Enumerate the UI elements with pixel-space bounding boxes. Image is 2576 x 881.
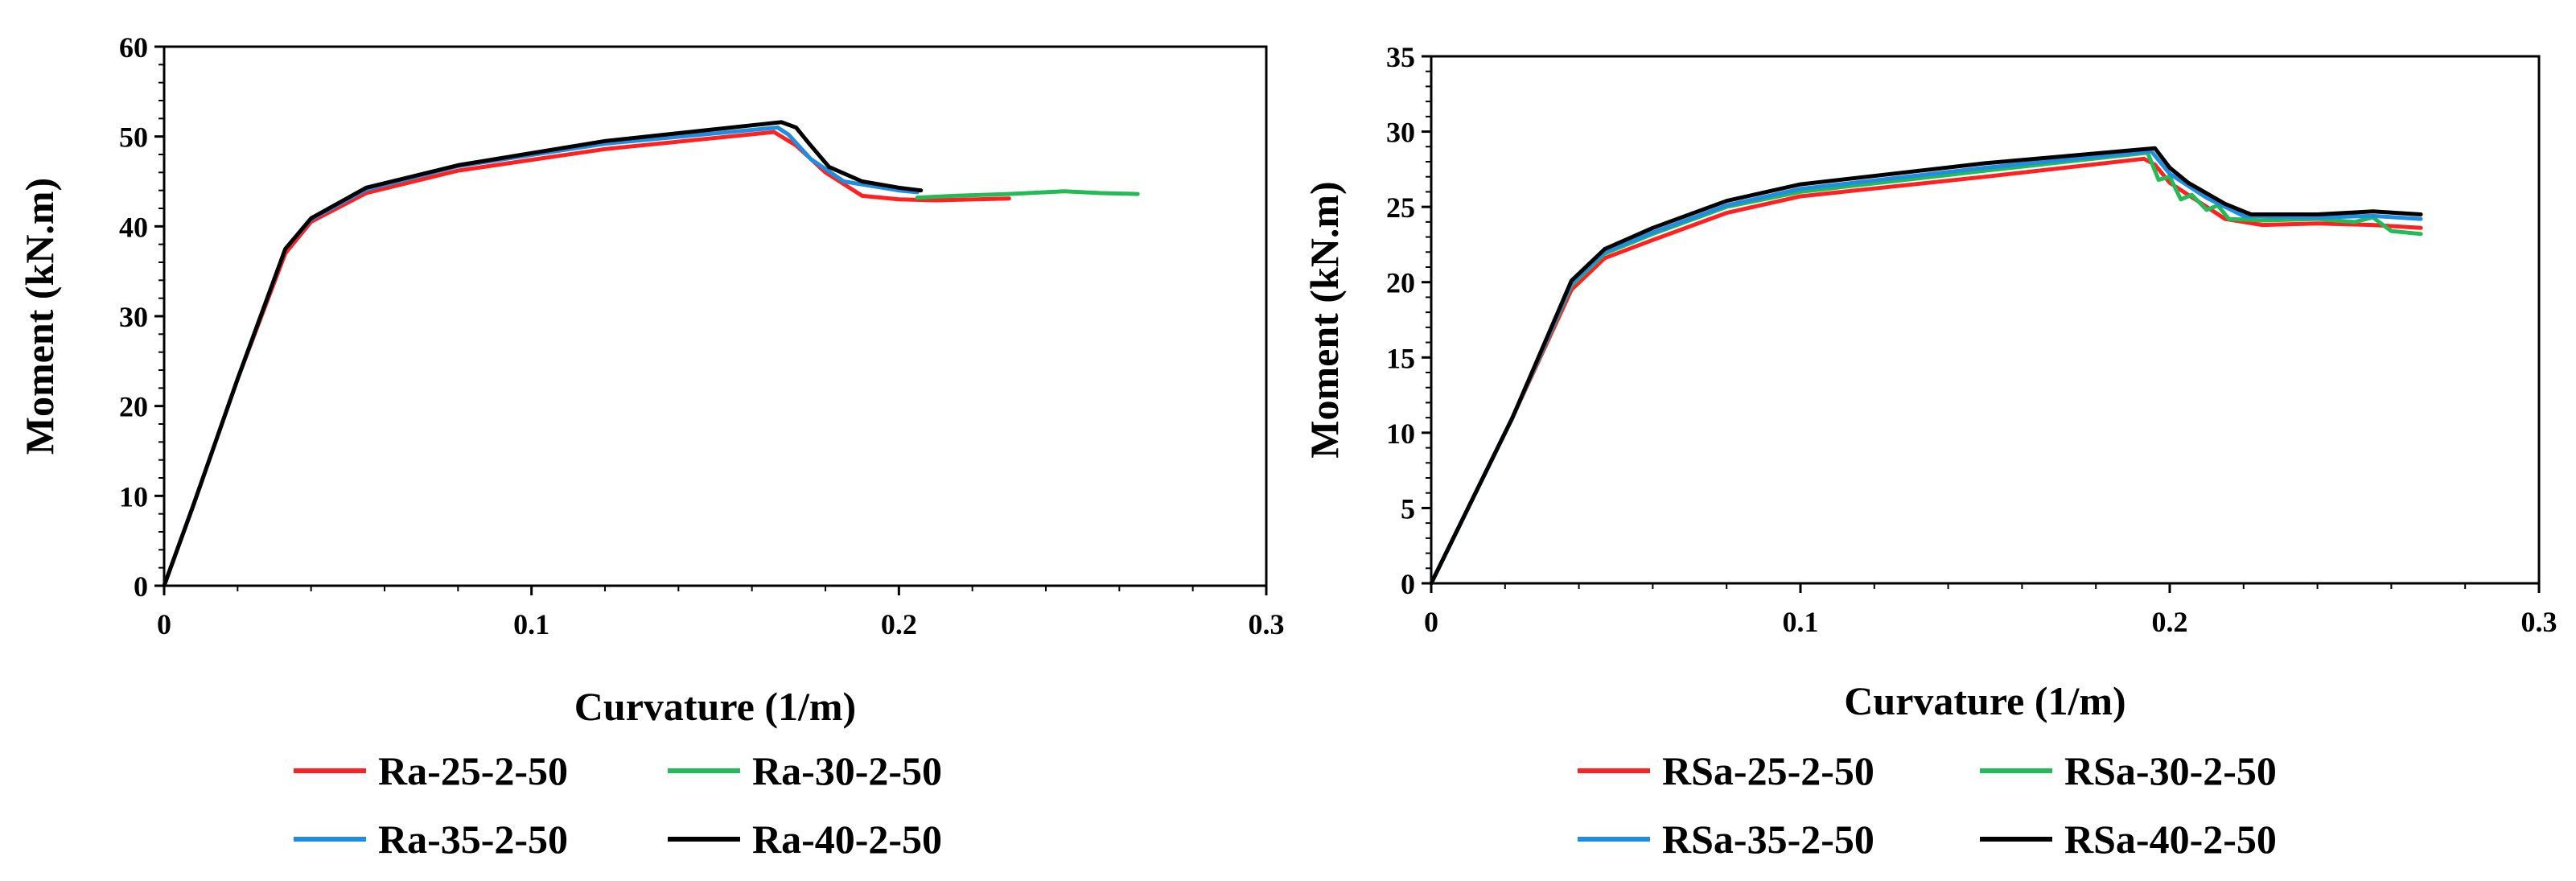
series-line-rsa-40-2-50 <box>1429 146 2423 586</box>
series-line-ra-25-2-50 <box>162 130 1011 588</box>
y-axis-title: Moment (kN.m) <box>1302 181 1347 458</box>
x-tick-label: 0.2 <box>2152 606 2188 638</box>
chart-panel-rsa: 0 5 10 15 20 25 30 35 0 0.1 0.2 0.3 Curvature (1/m) M… <box>1288 0 2576 881</box>
legend-label: Ra-40-2-50 <box>752 817 942 862</box>
x-tick-label: 0.3 <box>1249 608 1285 640</box>
legend-label: Ra-35-2-50 <box>378 817 568 862</box>
y-tick-label: 5 <box>1401 492 1415 525</box>
y-tick-label: 20 <box>1386 267 1415 299</box>
moment-curvature-chart-rsa: 0 5 10 15 20 25 30 35 0 0.1 0.2 0.3 Curvature (1/m) M… <box>1302 41 2557 862</box>
y-tick-label: 20 <box>119 391 148 423</box>
y-tick-label: 15 <box>1386 342 1415 374</box>
x-tick-label: 0.3 <box>2521 606 2557 638</box>
series-line-ra-35-2-50 <box>162 126 920 588</box>
x-tick-label: 0.2 <box>881 608 917 640</box>
x-tick-label: 0.1 <box>1783 606 1819 638</box>
legend-label: RSa-25-2-50 <box>1662 748 1874 793</box>
series-line-ra-40-2-50 <box>162 120 924 588</box>
x-tick-label: 0 <box>157 608 171 640</box>
y-tick-label: 30 <box>1386 117 1415 149</box>
moment-curvature-chart-ra: 0 10 20 30 40 50 60 0 0.1 0.2 0.3 Curvature (1/m) Mo… <box>17 31 1285 862</box>
legend-label: Ra-30-2-50 <box>752 748 942 793</box>
legend-label: Ra-25-2-50 <box>378 748 568 793</box>
x-axis-title: Curvature (1/m) <box>574 684 856 729</box>
legend-label: RSa-30-2-50 <box>2064 748 2277 793</box>
y-tick-label: 60 <box>119 31 148 64</box>
chart-panel-ra: 0 10 20 30 40 50 60 0 0.1 0.2 0.3 Curvature (1/m) Mo… <box>17 31 1285 862</box>
y-tick-label: 10 <box>119 480 148 513</box>
y-tick-label: 25 <box>1386 191 1415 224</box>
series-line-ra-30-2-50 <box>915 189 1140 200</box>
x-axis-title: Curvature (1/m) <box>1844 678 2125 723</box>
x-tick-label: 0.1 <box>513 608 549 640</box>
y-tick-label: 10 <box>1386 418 1415 450</box>
y-tick-label: 50 <box>119 121 148 154</box>
legend-label: RSa-35-2-50 <box>1662 817 1874 862</box>
legend-label: RSa-40-2-50 <box>2064 817 2277 862</box>
y-tick-label: 0 <box>134 570 148 603</box>
y-tick-label: 30 <box>119 301 148 333</box>
y-tick-label: 40 <box>119 211 148 243</box>
y-axis-title: Moment (kN.m) <box>17 178 62 455</box>
y-tick-label: 0 <box>1401 568 1415 600</box>
x-tick-label: 0 <box>1424 606 1438 638</box>
y-tick-label: 35 <box>1386 41 1415 73</box>
series-line-rsa-25-2-50 <box>1429 156 2423 586</box>
plot-frame <box>1430 55 2541 585</box>
